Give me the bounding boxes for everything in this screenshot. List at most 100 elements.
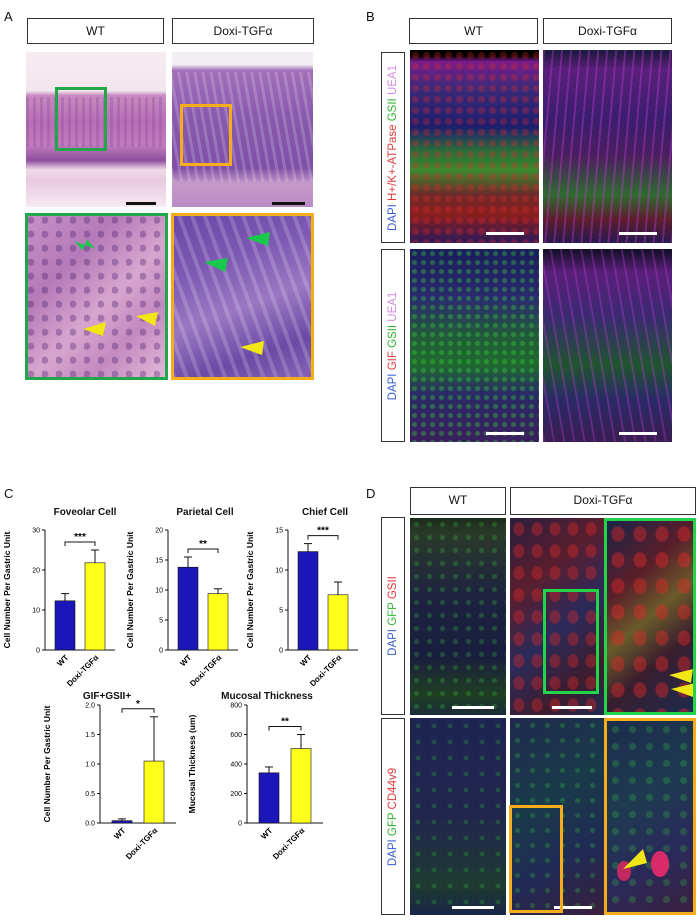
chart-title: Mucosal Thickness (221, 691, 313, 702)
zoom-box-green (55, 87, 107, 151)
significance-label: * (136, 700, 140, 710)
bar (207, 593, 229, 651)
scale-bar (552, 706, 592, 709)
bar (111, 820, 133, 824)
y-tick-label: 5 (279, 608, 283, 615)
scale-bar (486, 232, 524, 235)
y-tick-label: 20 (32, 568, 40, 575)
he-image-wt-overview (26, 52, 166, 207)
arrowhead-yellow (669, 669, 693, 683)
arrowhead-green (204, 258, 228, 272)
stain-label: GFP (387, 599, 399, 626)
scale-bar (554, 906, 592, 909)
y-tick-label: 2.0 (85, 703, 95, 710)
zoom-box-green (543, 589, 599, 694)
scale-bar (486, 432, 524, 435)
bar (258, 772, 280, 824)
scale-bar (452, 706, 494, 709)
x-tick-label: Doxi-TGFα (271, 826, 306, 861)
significance-bracket (307, 535, 339, 540)
arrowhead-yellow (623, 849, 647, 869)
if-image-d-doxi-gsii (510, 518, 604, 715)
stain-legend-d-bottom: DAPI GFP CD44v9 (381, 718, 405, 915)
y-axis-label: Cell Number Per Gastric Unit (125, 531, 135, 648)
y-axis-label: Cell Number Per Gastric Unit (2, 531, 12, 648)
header-d-doxi: Doxi-TGFα (510, 487, 696, 515)
scale-bar (272, 202, 305, 205)
significance-label: *** (74, 532, 86, 543)
x-tick-label: WT (178, 653, 193, 668)
y-tick-label: 0 (279, 648, 283, 655)
zoom-box-orange (509, 805, 563, 913)
stain-label: UEA1 (387, 291, 399, 322)
significance-bracket (187, 548, 219, 553)
y-tick-label: 800 (230, 703, 242, 710)
stain-legend-d-top: DAPI GFP GSII (381, 517, 405, 715)
y-tick-label: 0 (238, 821, 242, 828)
significance-label: ** (199, 539, 207, 550)
x-tick-label: Doxi-TGFα (188, 653, 223, 688)
if-image-d-doxi-cd44v9 (510, 718, 604, 915)
scale-bar (126, 202, 156, 205)
stain-legend-b-bottom: DAPI GIF GSII UEA1 (381, 249, 405, 442)
y-tick-label: 600 (230, 732, 242, 739)
stain-label: GSII (387, 94, 399, 121)
bar (290, 748, 312, 824)
bar (297, 551, 319, 651)
panel-label-d: D (366, 486, 376, 501)
significance-label: ** (281, 717, 289, 728)
chart-title: Chief Cell (301, 507, 349, 518)
y-tick-label: 0 (36, 648, 40, 655)
header-a-doxi: Doxi-TGFα (172, 18, 314, 44)
y-tick-label: 10 (275, 568, 283, 575)
bar (84, 562, 106, 651)
stain-label: CD44v9 (387, 767, 399, 809)
significance-bracket (268, 726, 302, 731)
stain-label: H+/K+-ATPase (387, 120, 399, 201)
panel-label-b: B (366, 9, 375, 24)
chart-title: Foveolar Cell (53, 507, 117, 518)
bar-chart-foveolar: Cell Number Per Gastric Unit 0 10 20 30 WTDox… (2, 528, 115, 688)
bar (327, 594, 349, 651)
he-zoom-wt (25, 213, 168, 380)
y-tick-label: 0.5 (85, 791, 95, 798)
y-tick-label: 10 (155, 588, 163, 595)
stain-label: GFP (387, 808, 399, 836)
stain-label: GSII (387, 321, 399, 348)
x-tick-label: WT (55, 653, 70, 668)
y-tick-label: 200 (230, 791, 242, 798)
if-image-b-doxi-atpase (543, 50, 672, 243)
zoom-box-orange (180, 104, 232, 166)
x-tick-label: Doxi-TGFα (308, 653, 343, 688)
y-tick-label: 400 (230, 762, 242, 769)
y-tick-label: 5 (159, 618, 163, 625)
arrowhead-green (74, 239, 96, 251)
y-tick-label: 15 (275, 528, 283, 535)
bar-chart-chief: Cell Number Per Gastric Unit 0 5 10 15 WTDoxi… (245, 526, 358, 688)
y-tick-label: 30 (32, 528, 40, 535)
y-tick-label: 20 (155, 528, 163, 535)
if-image-b-doxi-gif (543, 249, 672, 442)
stain-label: GIF (387, 347, 399, 370)
y-tick-label: 15 (155, 558, 163, 565)
bar (177, 566, 199, 651)
bar (143, 760, 165, 824)
bar (54, 600, 76, 651)
stain-label: DAPI (387, 369, 399, 400)
bar-chart-mucosal-thickness: Mucosal Thickness (um) 0 200 400 600 800 WTDox… (187, 703, 323, 861)
x-tick-label: Doxi-TGFα (65, 653, 100, 688)
y-tick-label: 10 (32, 608, 40, 615)
significance-bracket (121, 708, 155, 713)
if-image-d-wt-cd44v9 (410, 718, 506, 915)
arrowhead-green (246, 232, 270, 246)
stain-label: UEA1 (387, 64, 399, 95)
panel-label-c: C (4, 486, 14, 501)
x-tick-label: Doxi-TGFα (124, 826, 159, 861)
if-image-d-wt-gsii (410, 518, 506, 715)
header-a-wt: WT (27, 18, 164, 44)
chart-title: GIF+GSII+ (82, 691, 132, 702)
header-d-wt: WT (410, 487, 506, 515)
x-tick-label: WT (259, 826, 274, 841)
he-zoom-doxi (171, 213, 314, 380)
arrowhead-yellow (671, 683, 693, 697)
